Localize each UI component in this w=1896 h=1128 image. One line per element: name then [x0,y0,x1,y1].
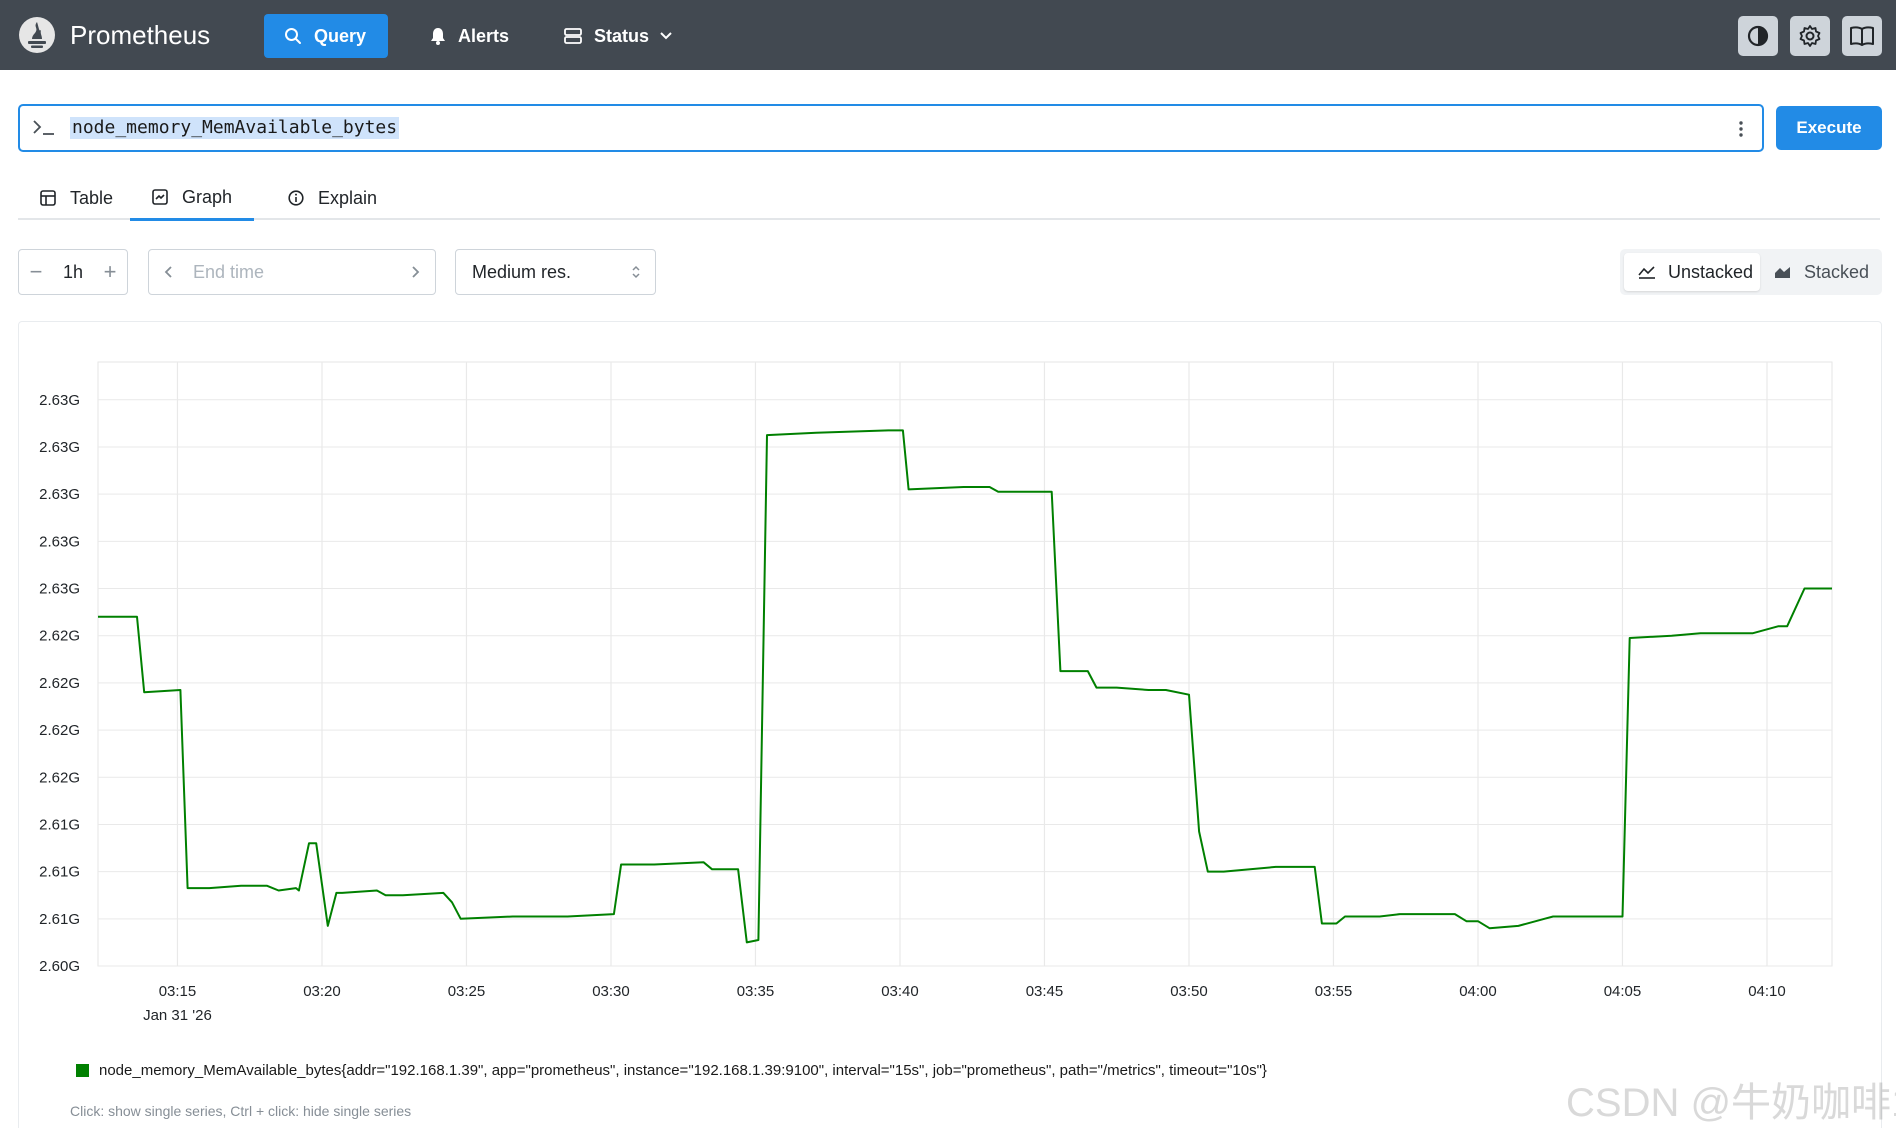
tab-graph-label: Graph [182,186,233,207]
end-time-placeholder: End time [193,262,265,282]
unstacked-label: Unstacked [1668,261,1754,282]
y-tick-label: 2.62G [39,628,80,645]
theme-toggle-button[interactable] [1738,16,1778,56]
top-navbar: Prometheus Query Alerts Status [0,0,1896,70]
x-tick-label: 04:10 [1748,983,1786,1000]
tab-graph[interactable]: Graph [130,176,255,221]
chevron-right-icon[interactable] [409,264,421,280]
y-tick-label: 2.61G [39,911,80,928]
graph-icon [152,189,168,205]
range-control: − 1h + [18,249,128,295]
select-arrows-icon [632,265,640,279]
nav-status-dropdown[interactable]: Status [556,14,681,58]
y-tick-label: 2.63G [39,533,80,550]
decrease-range-button[interactable]: − [29,259,43,284]
y-tick-label: 2.62G [39,675,80,692]
time-series-chart[interactable]: 2.63G 2.63G 2.63G 2.63G 2.63G 2.62G 2.62G 2.62G… [0,0,1896,1050]
legend-series-label: node_memory_MemAvailable_bytes{addr="192… [99,1062,1267,1079]
search-icon [285,28,301,44]
execute-button[interactable]: Execute [1776,106,1882,150]
brand[interactable]: Prometheus [18,16,210,54]
x-tick-label: 03:55 [1315,983,1353,1000]
x-tick-label: 03:15 [159,983,197,1000]
legend-hint: Click: show single series, Ctrl + click:… [70,1103,412,1119]
bell-icon [431,28,445,45]
x-tick-label: 03:20 [303,983,341,1000]
book-icon [1850,26,1874,46]
y-tick-label: 2.62G [39,722,80,739]
legend-swatch [76,1064,89,1077]
x-date-label: Jan 31 '26 [143,1007,212,1024]
nav-query-label: Query [314,25,367,46]
info-icon [288,190,304,206]
y-tick-label: 2.61G [39,864,80,881]
resolution-select[interactable]: Medium res. [455,249,656,295]
server-icon [564,28,582,44]
x-tick-label: 03:45 [1026,983,1064,1000]
nav-query-button[interactable]: Query [264,14,388,58]
tab-explain-label: Explain [318,187,378,208]
chevron-left-icon[interactable] [163,264,175,280]
stacked-option[interactable]: Stacked [1774,253,1869,291]
theme-toggle-icon [1747,25,1769,47]
table-icon [40,190,56,206]
plot-area-frame [97,361,1833,967]
unstacked-chart-icon [1638,266,1655,279]
chevron-down-icon [660,32,672,40]
series-line [98,429,1832,944]
query-expression-input[interactable]: node_memory_MemAvailable_bytes [18,104,1764,152]
brand-name: Prometheus [70,19,211,50]
y-tick-label: 2.60G [39,958,80,975]
nav-status-label: Status [594,25,650,46]
x-tick-label: 03:35 [737,983,775,1000]
y-tick-label: 2.63G [39,581,80,598]
result-tabs: Table Graph Explain [18,176,1880,221]
end-time-input[interactable]: End time [148,249,436,295]
query-expression-text[interactable]: node_memory_MemAvailable_bytes [70,117,400,139]
resolution-value: Medium res. [472,262,572,282]
y-tick-label: 2.61G [39,816,80,833]
x-tick-label: 03:30 [592,983,630,1000]
gear-icon [1799,25,1821,47]
nav-alerts-label: Alerts [458,25,510,46]
y-tick-label: 2.63G [39,486,80,503]
y-tick-label: 2.63G [39,439,80,456]
terminal-prompt-icon [33,120,54,135]
watermark: CSDN @牛奶咖啡13 [1566,1081,1896,1125]
x-tick-label: 03:25 [448,983,486,1000]
tab-table[interactable]: Table [18,176,135,220]
stacking-toggle: Unstacked Stacked [1620,249,1882,295]
graph-panel [18,321,1882,1128]
prometheus-logo-icon [19,17,55,53]
stacked-chart-icon [1775,267,1790,278]
x-tick-label: 03:40 [881,983,919,1000]
tab-table-label: Table [70,187,114,208]
stacked-label: Stacked [1804,261,1870,282]
tab-explain[interactable]: Explain [266,176,399,220]
settings-button[interactable] [1790,16,1830,56]
increase-range-button[interactable]: + [103,259,117,284]
nav-alerts-button[interactable]: Alerts [422,14,517,58]
range-value[interactable]: 1h [62,261,84,282]
more-options-icon[interactable] [1738,120,1744,138]
x-tick-label: 04:05 [1604,983,1642,1000]
unstacked-option[interactable]: Unstacked [1624,253,1760,291]
y-tick-label: 2.62G [39,769,80,786]
y-tick-label: 2.63G [39,392,80,409]
legend-item[interactable]: node_memory_MemAvailable_bytes{addr="192… [76,1062,1267,1079]
docs-button[interactable] [1842,16,1882,56]
x-tick-label: 04:00 [1459,983,1497,1000]
x-tick-label: 03:50 [1170,983,1208,1000]
